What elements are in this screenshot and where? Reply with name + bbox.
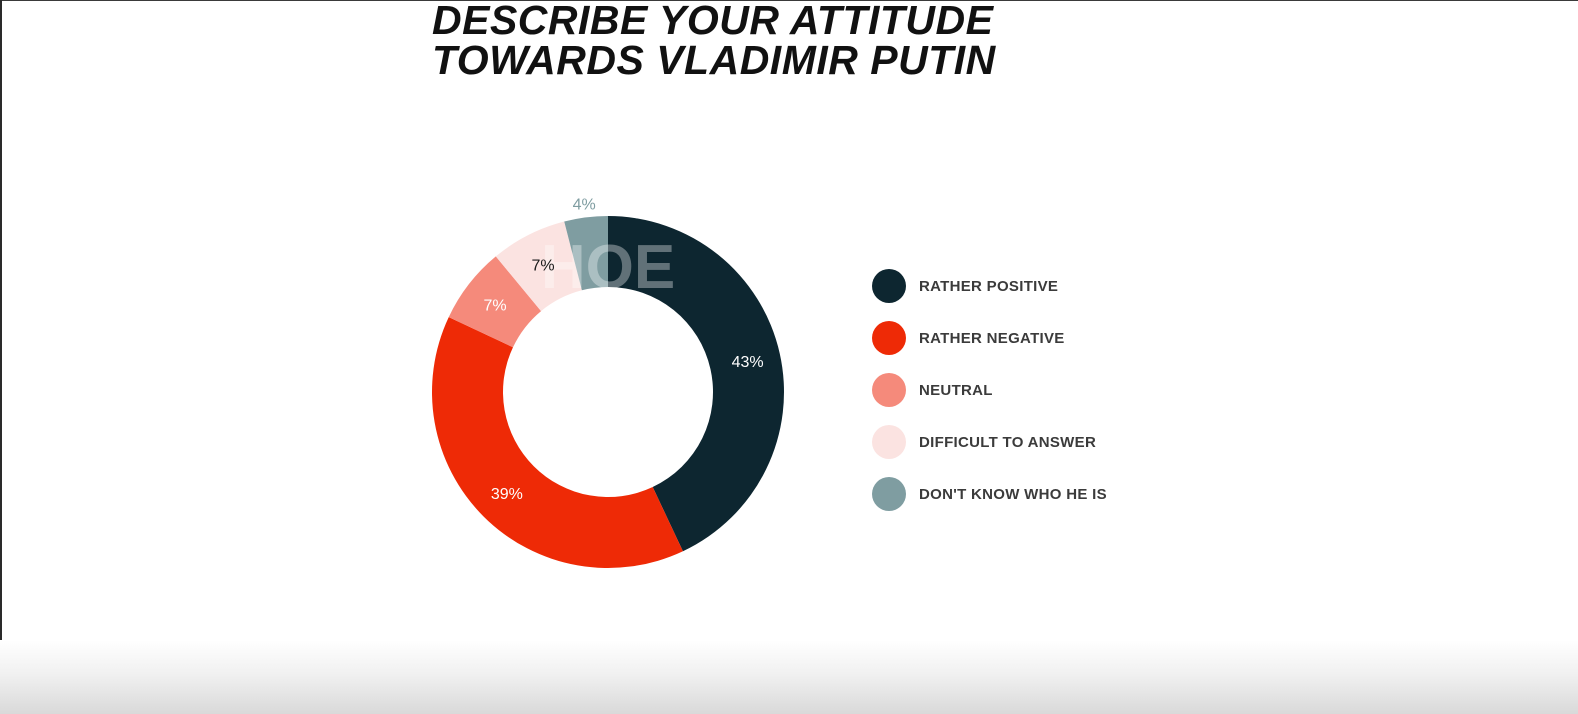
legend-swatch-difficult-to-answer: [872, 425, 906, 459]
slice-label-don-t-know-who-he-is: 4%: [573, 197, 596, 214]
donut-slice-difficult-to-answer: [495, 221, 582, 312]
legend-label-rather-negative: RATHER NEGATIVE: [919, 329, 1065, 347]
bottom-shade: [0, 640, 1578, 714]
legend-label-neutral: NEUTRAL: [919, 381, 993, 399]
legend-swatch-neutral: [872, 373, 906, 407]
slice-label-neutral: 7%: [483, 297, 506, 314]
legend-label-rather-positive: RATHER POSITIVE: [919, 277, 1059, 295]
donut-slice-neutral: [448, 256, 542, 348]
donut-slice-rather-negative: [432, 317, 683, 568]
legend-label-difficult-to-answer: DIFFICULT TO ANSWER: [919, 433, 1097, 451]
donut-slice-rather-positive: [608, 216, 784, 552]
slice-labels: 43% 39% 7% 7% 4%: [483, 197, 763, 504]
legend-item-dont-know-who-he-is: DON'T KNOW WHO HE IS: [872, 476, 1107, 512]
donut-slice-don-t-know-who-he-is: [564, 216, 608, 291]
legend-swatch-rather-negative: [872, 321, 906, 355]
donut-slices: [432, 216, 784, 568]
slice-label-rather-negative: 39%: [491, 486, 523, 503]
chart-title: DESCRIBE YOUR ATTITUDE TOWARDS VLADIMIR …: [432, 0, 996, 83]
legend-item-neutral: NEUTRAL: [872, 372, 993, 408]
watermark-text: НОЕ: [541, 233, 675, 302]
frame-left-edge: [0, 0, 2, 714]
legend-swatch-dont-know-who-he-is: [872, 477, 906, 511]
chart-title-line-1: DESCRIBE YOUR ATTITUDE: [432, 0, 994, 43]
legend-swatch-rather-positive: [872, 269, 906, 303]
donut-chart: НОЕ 43% 39% 7% 7% 4%: [432, 197, 784, 568]
legend-item-difficult-to-answer: DIFFICULT TO ANSWER: [872, 424, 1096, 460]
legend-item-rather-negative: RATHER NEGATIVE: [872, 320, 1065, 356]
legend-item-rather-positive: RATHER POSITIVE: [872, 268, 1058, 304]
frame-top-edge: [0, 0, 1578, 1]
chart-title-line-2: TOWARDS VLADIMIR PUTIN: [432, 37, 996, 83]
slice-label-difficult-to-answer: 7%: [532, 258, 555, 275]
legend-label-dont-know-who-he-is: DON'T KNOW WHO HE IS: [919, 485, 1107, 503]
slice-label-rather-positive: 43%: [732, 354, 764, 371]
